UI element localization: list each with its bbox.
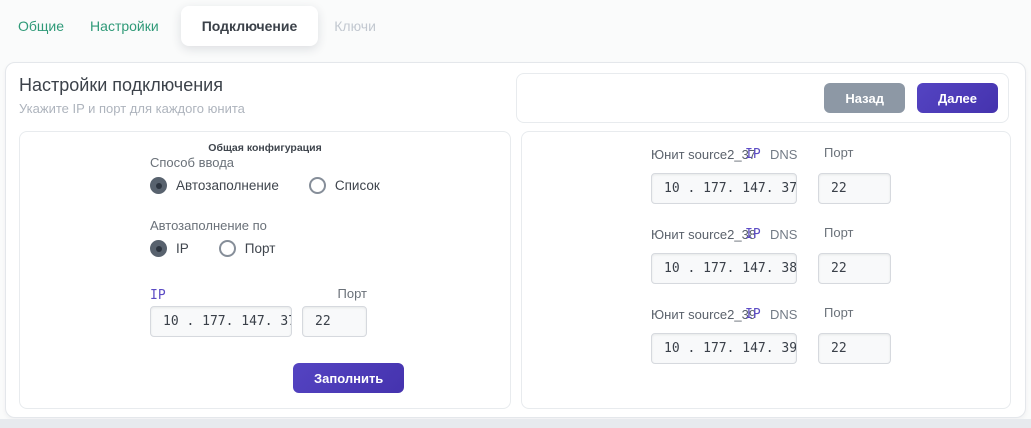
radio-unselected-icon[interactable] — [308, 177, 326, 194]
unit-name: Юнит source2_39 — [651, 307, 757, 322]
unit-port-label: Порт — [824, 305, 854, 320]
unit-row-3: Юнит source2_39 IP DNS Порт — [522, 305, 1010, 377]
general-config-heading: Общая конфигурация — [208, 142, 322, 154]
radio-autofill[interactable]: Автозаполнение — [150, 177, 279, 194]
next-button[interactable]: Далее — [916, 83, 998, 113]
input-method-label: Способ ввода — [150, 155, 235, 170]
unit-port-input[interactable] — [818, 253, 891, 284]
unit-dns-toggle[interactable]: DNS — [770, 227, 798, 242]
tab-settings[interactable]: Настройки — [90, 18, 159, 34]
autofill-by-label: Автозаполнение по — [150, 218, 267, 233]
fill-button[interactable]: Заполнить — [293, 363, 405, 393]
units-panel: Юнит source2_37 IP DNS Порт Юнит source2… — [521, 131, 1011, 409]
unit-name: Юнит source2_37 — [651, 147, 757, 162]
radio-list[interactable]: Список — [308, 177, 380, 194]
page-subtitle: Укажите IP и порт для каждого юнита — [19, 101, 245, 116]
unit-name: Юнит source2_38 — [651, 227, 757, 242]
unit-ip-toggle[interactable]: IP — [745, 147, 761, 162]
radio-autofill-label: Автозаполнение — [176, 178, 279, 193]
autofill-by-radio-group: IP Порт — [150, 240, 275, 257]
unit-port-label: Порт — [824, 145, 854, 160]
general-config-panel: Общая конфигурация Способ ввода Автозапо… — [19, 131, 511, 409]
radio-list-label: Список — [334, 178, 380, 193]
tab-keys[interactable]: Ключи — [334, 18, 376, 34]
wizard-action-panel: Назад Далее — [516, 73, 1009, 123]
unit-dns-toggle[interactable]: DNS — [770, 147, 798, 162]
unit-row-1: Юнит source2_37 IP DNS Порт — [522, 145, 1010, 217]
unit-ip-input[interactable] — [651, 333, 797, 364]
back-button[interactable]: Назад — [824, 83, 905, 113]
tab-connection[interactable]: Подключение — [180, 6, 319, 46]
unit-dns-toggle[interactable]: DNS — [770, 307, 798, 322]
page-background-strip — [0, 419, 1031, 428]
unit-ip-toggle[interactable]: IP — [745, 307, 761, 322]
unit-ip-input[interactable] — [651, 173, 797, 204]
radio-by-ip[interactable]: IP — [150, 240, 189, 257]
page-title: Настройки подключения — [19, 75, 223, 95]
port-input[interactable] — [302, 306, 367, 337]
radio-unselected-icon[interactable] — [218, 240, 236, 257]
connection-settings-card: Настройки подключения Укажите IP и порт … — [5, 62, 1026, 418]
radio-by-port[interactable]: Порт — [218, 240, 276, 257]
unit-ip-toggle[interactable]: IP — [745, 227, 761, 242]
unit-ip-input[interactable] — [651, 253, 797, 284]
tab-bar: Общие Настройки Подключение Ключи — [0, 0, 1031, 52]
radio-selected-icon[interactable] — [150, 240, 167, 257]
radio-selected-icon[interactable] — [150, 177, 167, 194]
unit-port-label: Порт — [824, 225, 854, 240]
unit-row-2: Юнит source2_38 IP DNS Порт — [522, 225, 1010, 297]
radio-by-ip-label: IP — [176, 241, 189, 256]
unit-port-input[interactable] — [818, 333, 891, 364]
port-field-label: Порт — [337, 286, 367, 301]
ip-input[interactable] — [150, 306, 292, 337]
input-method-radio-group: Автозаполнение Список — [150, 177, 380, 194]
unit-port-input[interactable] — [818, 173, 891, 204]
tab-general[interactable]: Общие — [18, 18, 65, 34]
radio-by-port-label: Порт — [244, 241, 276, 256]
ip-field-label: IP — [150, 288, 166, 303]
